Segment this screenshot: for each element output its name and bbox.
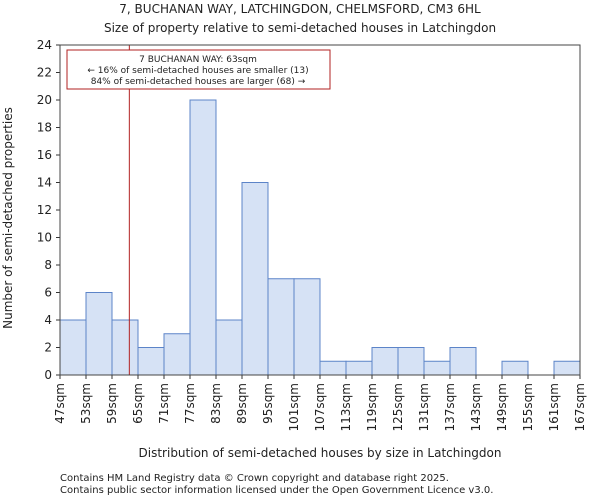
chart-title-line2: Size of property relative to semi-detach… [104, 21, 496, 35]
bar-131sqm [423, 360, 451, 376]
x-tick-label: 143sqm [469, 383, 483, 431]
plot-frame [59, 44, 581, 376]
x-tick-label: 149sqm [495, 383, 509, 431]
y-tick-label: 10 [37, 231, 52, 245]
annotation-line2: ← 16% of semi-detached houses are smalle… [87, 66, 308, 76]
footer-line1: Contains HM Land Registry data © Crown c… [60, 473, 449, 484]
x-tick-label: 53sqm [79, 383, 93, 424]
y-tick-label: 18 [37, 121, 52, 135]
x-tick-label: 137sqm [443, 383, 457, 431]
bar-113sqm [345, 360, 373, 376]
bar-125sqm [397, 347, 425, 376]
x-axis-ticks: 47sqm 53sqm 59sqm 65sqm 71sqm 77sqm 83sqm 89sqm… [53, 375, 587, 431]
bars [59, 99, 581, 376]
footer-line2: Contains public sector information licen… [60, 485, 493, 496]
bar-83sqm [215, 319, 243, 376]
x-tick-label: 71sqm [157, 383, 171, 424]
bar-161sqm [553, 360, 581, 376]
y-tick-label: 22 [37, 66, 52, 80]
annotation-line1: 7 BUCHANAN WAY: 63sqm [139, 55, 257, 65]
x-tick-label: 113sqm [339, 383, 353, 431]
bar-53sqm [85, 292, 113, 376]
y-tick-label: 8 [44, 258, 52, 272]
x-tick-label: 125sqm [391, 383, 405, 431]
annotation-box [66, 49, 331, 90]
x-tick-label: 65sqm [131, 383, 145, 424]
x-tick-label: 83sqm [209, 383, 223, 424]
y-tick-label: 24 [37, 38, 52, 52]
y-tick-label: 16 [37, 148, 52, 162]
bar-137sqm [449, 347, 477, 376]
y-tick-label: 0 [44, 368, 52, 382]
bar-77sqm [189, 99, 217, 376]
x-tick-label: 95sqm [261, 383, 275, 424]
x-tick-label: 89sqm [235, 383, 249, 424]
bar-59sqm [111, 319, 139, 376]
bar-107sqm [319, 360, 347, 376]
x-tick-label: 101sqm [287, 383, 301, 431]
y-tick-label: 20 [37, 93, 52, 107]
chart-title-line1: 7, BUCHANAN WAY, LATCHINGDON, CHELMSFORD… [119, 2, 481, 16]
x-tick-label: 161sqm [547, 383, 561, 431]
x-tick-label: 77sqm [183, 383, 197, 424]
x-tick-label: 59sqm [105, 383, 119, 424]
plot-border [59, 44, 581, 376]
bar-95sqm [267, 278, 295, 376]
x-tick-label: 131sqm [417, 383, 431, 431]
y-tick-label: 14 [37, 176, 52, 190]
x-tick-label: 167sqm [573, 383, 587, 431]
bar-119sqm [371, 347, 399, 376]
x-axis-label: Distribution of semi-detached houses by … [139, 446, 502, 460]
x-tick-label: 107sqm [313, 383, 327, 431]
x-tick-label: 155sqm [521, 383, 535, 431]
bar-89sqm [241, 182, 269, 376]
y-tick-label: 2 [44, 341, 52, 355]
y-tick-label: 6 [44, 286, 52, 300]
bar-101sqm [293, 278, 321, 376]
bar-71sqm [163, 333, 191, 376]
bar-47sqm [59, 319, 87, 376]
x-tick-label: 47sqm [53, 383, 67, 424]
x-tick-label: 119sqm [365, 383, 379, 431]
bar-149sqm [501, 360, 529, 376]
y-tick-label: 4 [44, 313, 52, 327]
y-axis-label: Number of semi-detached properties [1, 107, 15, 329]
y-tick-label: 12 [37, 203, 52, 217]
annotation-line3: 84% of semi-detached houses are larger (… [91, 77, 306, 87]
bar-65sqm [137, 347, 165, 376]
